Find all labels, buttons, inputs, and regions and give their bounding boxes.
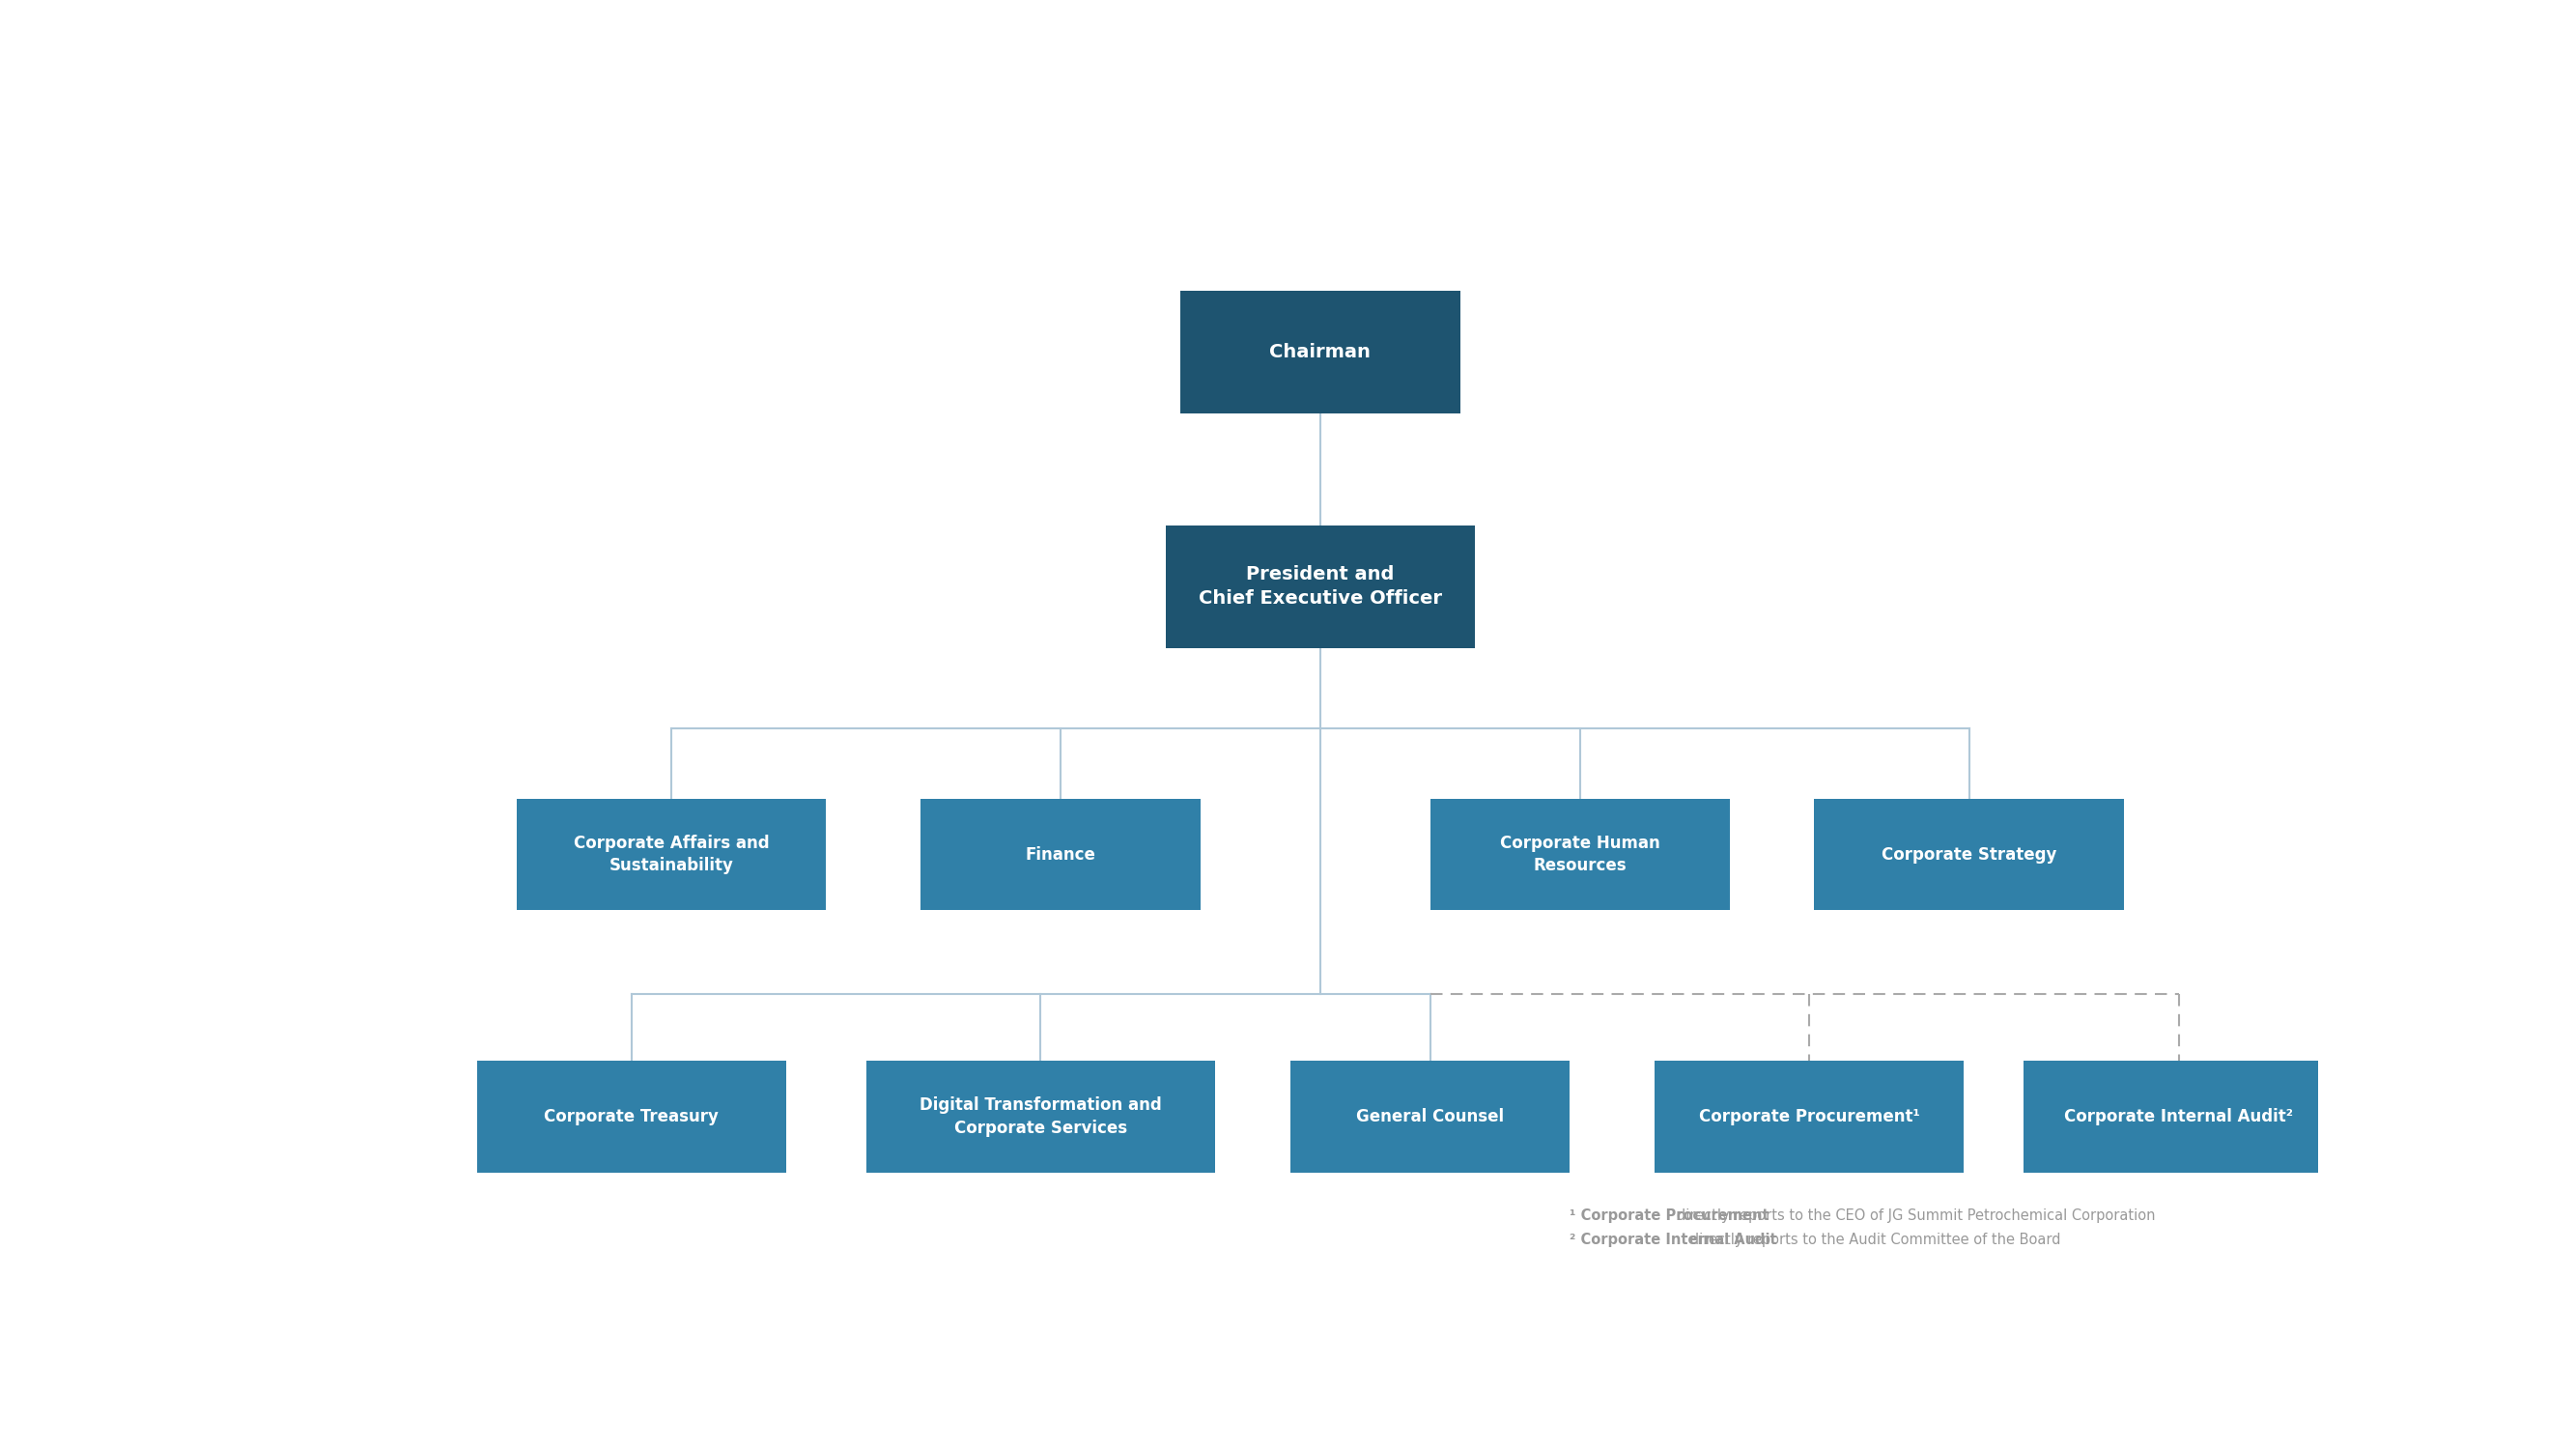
Text: General Counsel: General Counsel xyxy=(1355,1108,1504,1126)
Text: Corporate Internal Audit²: Corporate Internal Audit² xyxy=(2063,1108,2293,1126)
FancyBboxPatch shape xyxy=(1654,1061,1963,1172)
Text: Digital Transformation and
Corporate Services: Digital Transformation and Corporate Ser… xyxy=(920,1097,1162,1137)
Text: Corporate Treasury: Corporate Treasury xyxy=(544,1108,719,1126)
Text: ¹ Corporate Procurement: ¹ Corporate Procurement xyxy=(1569,1208,1770,1223)
Text: Corporate Strategy: Corporate Strategy xyxy=(1880,846,2056,864)
Text: Corporate Procurement¹: Corporate Procurement¹ xyxy=(1698,1108,1919,1126)
FancyBboxPatch shape xyxy=(1164,526,1476,648)
FancyBboxPatch shape xyxy=(2025,1061,2334,1172)
Text: directly reports to the CEO of JG Summit Petrochemical Corporation: directly reports to the CEO of JG Summit… xyxy=(1569,1208,2156,1223)
FancyBboxPatch shape xyxy=(922,798,1200,910)
Text: President and
Chief Executive Officer: President and Chief Executive Officer xyxy=(1198,565,1443,609)
FancyBboxPatch shape xyxy=(1180,291,1461,414)
FancyBboxPatch shape xyxy=(1814,798,2123,910)
Text: ² Corporate Internal Audit: ² Corporate Internal Audit xyxy=(1569,1233,1777,1248)
FancyBboxPatch shape xyxy=(1291,1061,1569,1172)
Text: Corporate Affairs and
Sustainability: Corporate Affairs and Sustainability xyxy=(574,835,770,875)
FancyBboxPatch shape xyxy=(866,1061,1216,1172)
Text: Chairman: Chairman xyxy=(1270,343,1370,362)
FancyBboxPatch shape xyxy=(518,798,827,910)
Text: Corporate Human
Resources: Corporate Human Resources xyxy=(1499,835,1659,875)
Text: directly reports to the Audit Committee of the Board: directly reports to the Audit Committee … xyxy=(1569,1233,2061,1248)
FancyBboxPatch shape xyxy=(1430,798,1728,910)
FancyBboxPatch shape xyxy=(477,1061,786,1172)
Text: Finance: Finance xyxy=(1025,846,1095,864)
